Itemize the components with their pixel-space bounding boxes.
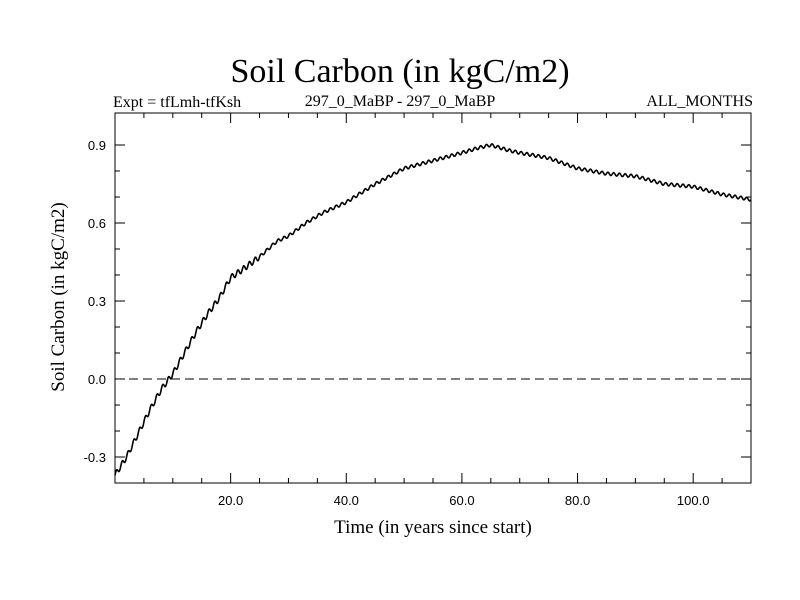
y-tick-label: 0.9 (88, 138, 106, 153)
y-tick-label: -0.3 (84, 450, 106, 465)
period-label: 297_0_MaBP - 297_0_MaBP (304, 93, 496, 110)
y-tick-label: 0.6 (88, 216, 106, 231)
x-tick-label: 80.0 (565, 493, 590, 508)
months-label: ALL_MONTHS (646, 93, 753, 110)
x-tick-label: 100.0 (677, 493, 710, 508)
experiment-label: Expt = tfLmh-tfKsh (113, 94, 242, 111)
x-axis-title: Time (in years since start) (334, 517, 532, 538)
plot-frame (114, 112, 752, 484)
x-tick-label: 60.0 (449, 493, 474, 508)
x-tick-label: 40.0 (334, 493, 359, 508)
x-tick-label: 20.0 (218, 493, 243, 508)
axis-ticks (115, 113, 751, 484)
tick-labels: 20.0 40.0 60.0 80.0 100.0 -0.3 0.0 0.3 0.6 0.9 (84, 138, 710, 508)
y-tick-label: 0.3 (88, 294, 106, 309)
y-tick-label: 0.0 (88, 372, 106, 387)
chart-title: Soil Carbon (in kgC/m2) (230, 53, 570, 90)
series-line-soil-carbon (114, 143, 752, 476)
y-axis-title: Soil Carbon (in kgC/m2) (48, 202, 69, 391)
